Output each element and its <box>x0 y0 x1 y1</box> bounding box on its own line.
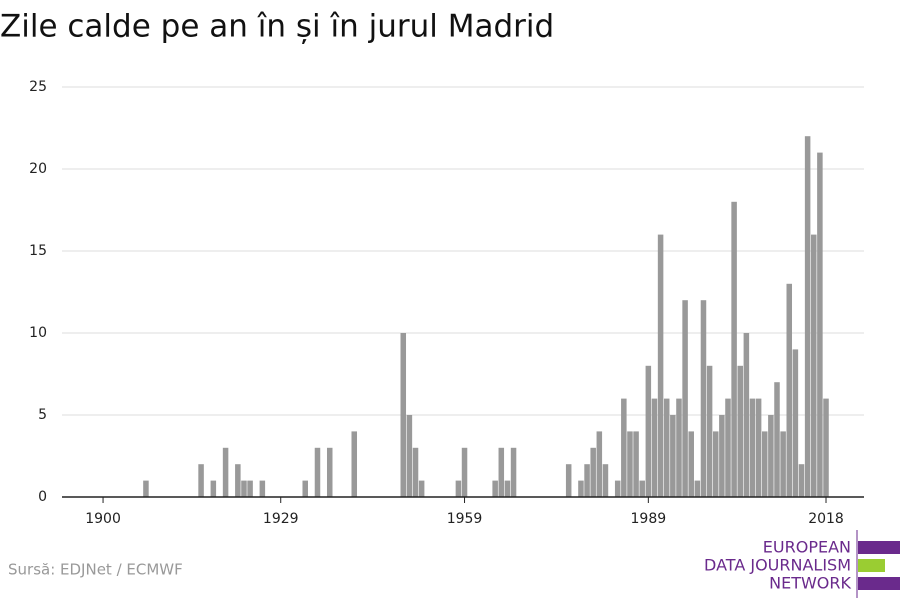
bar <box>798 464 805 497</box>
bar <box>817 152 823 497</box>
x-tick-label: 1900 <box>85 511 121 527</box>
bar <box>241 480 247 497</box>
logo-bar <box>858 559 885 572</box>
bar <box>670 415 676 497</box>
bar <box>351 431 358 497</box>
y-tick-label: 0 <box>38 489 47 505</box>
bar <box>621 398 627 497</box>
bar <box>504 480 511 497</box>
x-tick-label: 1989 <box>631 511 667 527</box>
bar <box>510 447 517 497</box>
bar <box>823 398 829 497</box>
bar <box>792 349 799 497</box>
bar <box>455 480 462 497</box>
bar <box>565 464 572 497</box>
bar <box>694 480 701 497</box>
bar <box>749 398 756 497</box>
bar <box>639 480 645 497</box>
logo-text: NETWORK <box>769 574 851 593</box>
bar <box>731 201 737 498</box>
bar <box>755 398 762 497</box>
logo-bar <box>858 577 900 590</box>
source: Sursă: EDJNet / ECMWF <box>8 561 183 579</box>
bar <box>302 480 308 497</box>
bar <box>700 300 707 497</box>
y-tick-label: 5 <box>38 407 47 423</box>
bar <box>198 464 204 497</box>
bar <box>602 464 609 497</box>
y-tick-label: 10 <box>29 325 47 341</box>
bar <box>663 398 670 497</box>
bar <box>712 431 719 497</box>
bar <box>688 431 694 497</box>
logo-bar <box>858 541 900 554</box>
bar <box>633 431 639 497</box>
bar <box>498 447 505 497</box>
bar <box>222 447 229 497</box>
y-tick-label: 20 <box>29 161 47 177</box>
chart-title: Zile calde pe an în și în jurul Madrid <box>0 9 554 45</box>
bar <box>725 398 731 497</box>
x-tick-label: 1929 <box>263 511 299 527</box>
bar <box>743 333 750 497</box>
bar <box>584 464 590 497</box>
bar <box>614 480 621 497</box>
bar <box>235 464 241 497</box>
x-tick-label: 1959 <box>447 511 483 527</box>
bar <box>578 480 584 497</box>
bar <box>768 415 774 497</box>
y-tick-label: 15 <box>29 243 47 259</box>
bar <box>737 365 743 497</box>
bar <box>786 283 793 497</box>
bar <box>326 447 333 497</box>
bar <box>596 431 603 497</box>
bar <box>651 398 658 497</box>
bar <box>590 447 596 497</box>
bar <box>143 480 149 497</box>
bar <box>314 447 321 497</box>
bar <box>645 365 652 497</box>
bar <box>400 333 407 497</box>
bar <box>676 398 682 497</box>
bar <box>259 480 266 497</box>
bar <box>804 136 811 497</box>
bar <box>210 480 217 497</box>
bar <box>247 480 253 497</box>
bar <box>406 415 413 497</box>
logo: EUROPEAN DATA JOURNALISM NETWORK <box>704 530 900 598</box>
logo-text: EUROPEAN <box>763 538 851 557</box>
bar <box>811 234 817 497</box>
bar <box>761 431 768 497</box>
logo-text: DATA JOURNALISM <box>704 556 851 575</box>
bar <box>627 431 633 497</box>
bar <box>412 447 419 497</box>
bar <box>492 480 498 497</box>
bar <box>774 382 780 497</box>
bar <box>418 480 425 497</box>
bar <box>657 234 664 497</box>
x-tick-label: 2018 <box>808 511 844 527</box>
bar <box>706 365 713 497</box>
y-tick-label: 25 <box>29 79 47 95</box>
bar <box>780 431 786 497</box>
bar <box>682 300 688 497</box>
bar <box>461 447 468 497</box>
bar <box>719 415 725 497</box>
